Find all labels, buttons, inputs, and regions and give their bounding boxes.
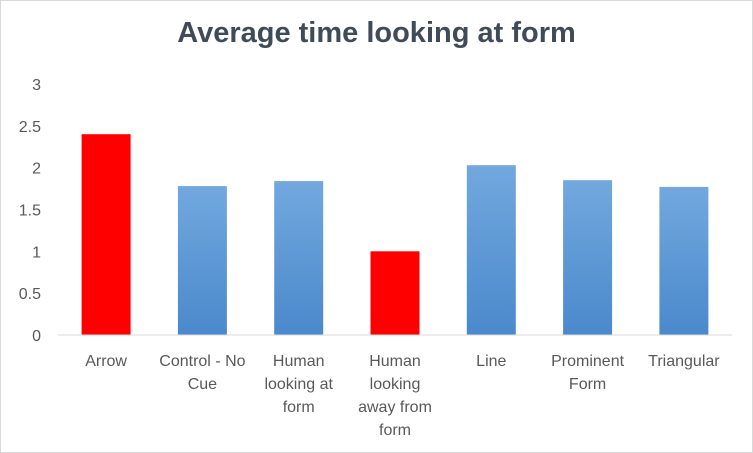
chart-title: Average time looking at form [177,17,576,49]
y-tick-label: 2 [32,161,41,178]
bar-5 [563,180,613,335]
x-tick-label: Form [569,376,606,393]
x-tick-label: Human [273,353,325,370]
y-axis: 0 0.5 1 1.5 2 2.5 3 [19,77,41,345]
bar-1 [177,186,227,335]
y-tick-label: 3 [32,77,41,94]
x-tick-label: Triangular [648,353,720,370]
x-tick-label: Human [369,353,421,370]
x-tick-label: away from [358,399,432,416]
x-tick-label: Line [476,353,506,370]
bar-0 [81,134,131,335]
y-tick-label: 0 [32,328,41,345]
x-tick-label: form [379,422,411,439]
bar-4 [466,165,516,335]
bar-6 [659,186,709,335]
x-axis-labels: Arrow Control - No Cue Human looking at form H… [85,353,720,439]
x-tick-label: looking [370,376,421,393]
bar-2 [274,181,324,335]
x-tick-label: form [283,399,315,416]
bar-3 [370,251,420,335]
x-tick-label: Arrow [85,353,127,370]
x-tick-label: Prominent [551,353,624,370]
x-tick-label: looking at [264,376,333,393]
y-tick-label: 0.5 [19,286,41,303]
y-tick-label: 1.5 [19,203,41,220]
bars [81,134,709,335]
y-tick-label: 1 [32,244,41,261]
x-tick-label: Cue [188,376,217,393]
x-tick-label: Control - No [159,353,245,370]
y-tick-label: 2.5 [19,119,41,136]
